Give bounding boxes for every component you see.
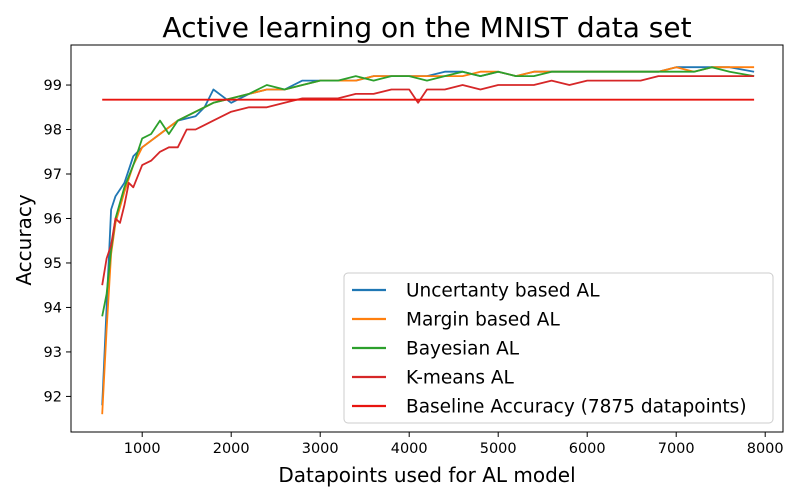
y-tick-label: 96 xyxy=(44,211,62,227)
x-tick-label: 4000 xyxy=(391,441,428,457)
x-tick-label: 8000 xyxy=(747,441,784,457)
x-tick-label: 2000 xyxy=(213,441,250,457)
legend-label: Baseline Accuracy (7875 datapoints) xyxy=(406,397,747,418)
legend-label: K-means AL xyxy=(406,368,515,389)
series-line-3 xyxy=(101,66,755,317)
y-tick-label: 98 xyxy=(44,123,62,139)
y-axis: 92 93 94 95 96 97 98 99 xyxy=(44,78,71,405)
legend: Uncertanty based AL Margin based AL Bayesi… xyxy=(343,272,774,424)
plot-area xyxy=(70,44,784,433)
y-tick-label: 99 xyxy=(44,78,62,94)
series-line-4 xyxy=(101,75,755,286)
x-axis-label: Datapoints used for AL model xyxy=(278,463,575,487)
legend-label: Bayesian AL xyxy=(406,339,520,360)
x-tick-label: 6000 xyxy=(569,441,606,457)
y-tick-label: 93 xyxy=(44,345,62,361)
x-axis: 1000 2000 3000 4000 5000 6000 7000 8000 xyxy=(124,432,784,457)
y-tick-label: 92 xyxy=(44,389,62,405)
y-tick-label: 94 xyxy=(44,300,62,316)
y-tick-label: 95 xyxy=(44,256,62,272)
series-layer xyxy=(101,66,755,415)
chart-title: Active learning on the MNIST data set xyxy=(162,11,691,44)
x-tick-label: 1000 xyxy=(124,441,161,457)
legend-label: Uncertanty based AL xyxy=(406,281,600,302)
x-tick-label: 5000 xyxy=(480,441,517,457)
legend-box xyxy=(343,272,774,424)
y-axis-label: Accuracy xyxy=(12,194,36,285)
x-tick-label: 7000 xyxy=(658,441,695,457)
x-tick-label: 3000 xyxy=(302,441,339,457)
y-tick-label: 97 xyxy=(44,167,62,183)
legend-label: Margin based AL xyxy=(406,310,560,331)
